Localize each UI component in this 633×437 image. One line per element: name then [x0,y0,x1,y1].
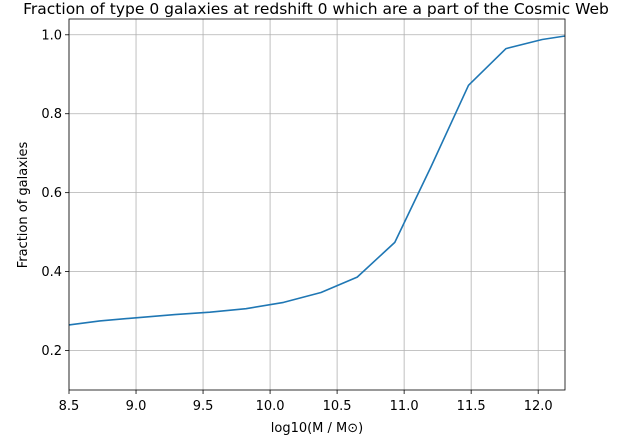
x-tick-label: 10.0 [256,399,285,414]
x-tick-label: 8.5 [59,399,80,414]
y-tick-label: 0.2 [41,344,62,359]
y-tick-label: 1.0 [41,28,62,43]
grid-lines [68,19,565,390]
series-line [68,35,566,326]
y-tick-label: 0.4 [41,265,62,280]
x-axis-label: log10(M / M⊙) [271,421,363,436]
x-tick-label: 9.0 [126,399,147,414]
x-tick-label: 11.0 [390,399,419,414]
x-tick-label: 9.5 [193,399,214,414]
y-axis-label: Fraction of galaxies [16,141,31,268]
x-tick-label: 11.5 [457,399,486,414]
chart-title: Fraction of type 0 galaxies at redshift … [23,0,609,18]
x-tick-label: 12.0 [524,399,553,414]
axis-ticks: 8.5 9.0 9.5 10.0 10.5 11.0 11.5 12.0 0.2 0.4 0.6 0.… [41,28,552,414]
x-tick-label: 10.5 [323,399,352,414]
series-layer [68,35,566,326]
y-tick-label: 0.8 [41,107,62,122]
y-tick-label: 0.6 [41,186,62,201]
plot-frame [68,18,566,391]
